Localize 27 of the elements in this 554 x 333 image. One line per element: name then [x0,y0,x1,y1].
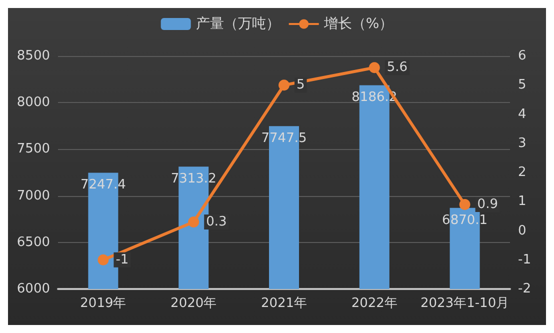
legend-label: 产量（万吨） [196,16,280,32]
data-label: 5 [296,78,305,93]
y-tick-label: 6500 [16,234,50,250]
y2-tick-label: 0 [518,223,526,238]
x-tick-label: 2019年 [80,296,126,311]
data-label: 5.6 [386,60,408,76]
y-tick-label: 6000 [16,282,50,296]
y2-tick-label: -1 [518,252,531,268]
y-tick-label: 7000 [16,188,50,204]
data-label: 0.9 [477,197,498,212]
y2-tick-label: 5 [518,78,526,93]
y-tick-label: 8000 [16,95,50,110]
data-label: -1 [116,252,129,268]
y-tick-label: 8500 [16,48,50,64]
x-tick-label: 2022年 [351,296,398,311]
y2-tick-label: -2 [518,282,531,296]
y2-tick-label: 2 [518,165,526,180]
y-tick-label: 7500 [16,142,50,157]
y2-tick-label: 6 [518,48,526,64]
x-tick-label: 2021年 [260,296,308,311]
data-label: 0.3 [206,214,227,230]
legend-label: 增长（%） [322,16,394,32]
y2-tick-label: 4 [518,106,526,122]
y2-tick-label: 1 [518,194,526,210]
y2-tick-label: 3 [518,136,526,151]
x-tick-label: 2020年 [170,296,217,311]
x-tick-label: 2023年1-10月 [420,296,510,311]
